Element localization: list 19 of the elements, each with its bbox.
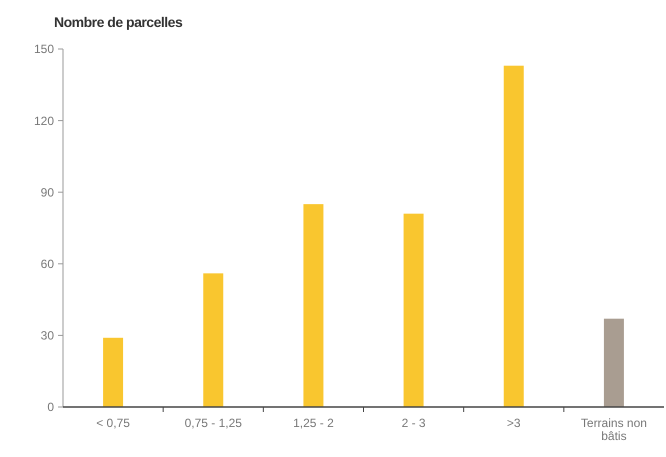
y-tick-label: 90	[40, 185, 54, 200]
bar	[303, 204, 324, 407]
y-tick-label: 150	[34, 42, 54, 56]
bar	[504, 66, 524, 407]
bar	[103, 338, 124, 407]
x-tick-label: Terrains non bâtis	[580, 416, 647, 443]
bar	[203, 273, 224, 407]
x-tick-label: < 0,75	[96, 416, 130, 430]
bar	[404, 214, 424, 407]
y-tick-label: 30	[40, 328, 54, 343]
x-tick-label: 1,25 - 2	[293, 416, 334, 430]
bar	[604, 318, 624, 407]
y-tick-label: 120	[34, 114, 54, 128]
x-tick-label: 0,75 - 1,25	[184, 416, 242, 430]
y-tick-label: 60	[40, 257, 54, 271]
x-tick-label: >3	[506, 416, 521, 430]
x-tick-label: 2 - 3	[402, 416, 426, 430]
chart-title: Nombre de parcelles	[54, 14, 183, 30]
y-tick-label: 0	[47, 400, 54, 414]
